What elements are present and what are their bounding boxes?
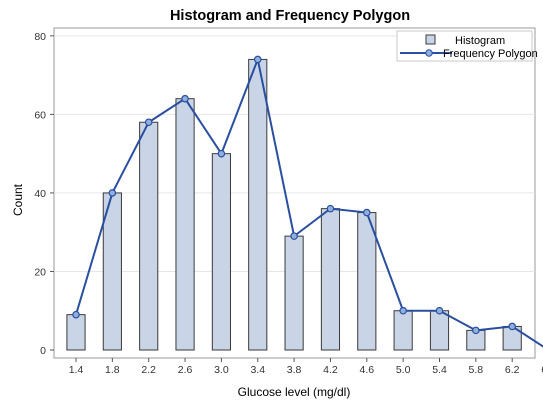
y-axis: 0 20 40 60 80 [34, 31, 54, 357]
histogram-bar [429, 310, 450, 351]
frequency-polygon-point [362, 208, 371, 217]
x-tick-label: 1.4 [69, 364, 84, 376]
y-tick-label: 0 [40, 345, 46, 357]
chart-title: Histogram and Frequency Polygon [170, 8, 410, 24]
x-tick-label: 5.4 [432, 364, 447, 376]
histogram-bar [284, 235, 304, 351]
x-tick-label: 3.0 [214, 364, 229, 376]
x-tick-label: 5.8 [469, 364, 484, 376]
histogram-bar [66, 314, 86, 351]
x-axis-label: Glucose level (mg/dl) [238, 385, 351, 399]
histogram-bar [139, 121, 159, 351]
x-tick-label: 6.6 [541, 364, 543, 376]
histogram-bar [357, 212, 377, 351]
y-tick-label: 40 [34, 188, 46, 200]
bars-layer [66, 58, 522, 351]
frequency-polygon-line [75, 55, 543, 348]
x-tick-label: 2.6 [178, 364, 193, 376]
legend-histogram-swatch [425, 34, 436, 45]
histogram-bar [248, 58, 268, 351]
x-tick-label: 4.6 [359, 364, 374, 376]
frequency-polygon-point [108, 189, 117, 197]
frequency-polygon-point [144, 118, 153, 127]
histogram-bar [393, 310, 413, 351]
y-tick-label: 20 [34, 266, 46, 278]
histogram-bar [175, 98, 195, 351]
line-layer [72, 55, 543, 348]
frequency-polygon-point [399, 306, 407, 315]
x-tick-label: 2.2 [141, 364, 156, 376]
frequency-polygon-point [290, 232, 298, 240]
frequency-polygon-point [326, 204, 335, 213]
frequency-polygon-point [435, 306, 444, 315]
x-tick-label: 3.4 [250, 364, 265, 376]
x-tick-label: 5.0 [396, 364, 411, 376]
legend-box [396, 30, 533, 62]
y-tick-label: 60 [34, 109, 46, 121]
histogram-bar [320, 208, 341, 351]
frequency-polygon-point [253, 55, 262, 64]
legend-histogram-label: Histogram [455, 35, 505, 47]
legend-polygon-label: Frequency Polygon [443, 48, 538, 60]
frequency-polygon-point [472, 326, 480, 335]
y-tick-label: 80 [34, 31, 46, 43]
legend-polygon-marker [425, 49, 433, 57]
y-axis-label: Count [11, 183, 25, 216]
x-tick-label: 4.2 [323, 364, 338, 376]
x-tick-label: 6.2 [505, 364, 520, 376]
frequency-polygon-point [72, 310, 80, 319]
histogram-bar [211, 153, 231, 351]
legend: Histogram Frequency Polygon [396, 30, 538, 62]
x-tick-label: 1.8 [105, 364, 120, 376]
x-axis: 1.4 1.8 2.2 2.6 3.0 3.4 3.8 4.2 4.6 5.0 5.4 5.8 6.2 6… [69, 358, 543, 376]
frequency-polygon-point [508, 322, 517, 331]
frequency-polygon-point [217, 149, 226, 158]
x-tick-label: 3.8 [287, 364, 302, 376]
frequency-polygon-point [181, 94, 189, 103]
